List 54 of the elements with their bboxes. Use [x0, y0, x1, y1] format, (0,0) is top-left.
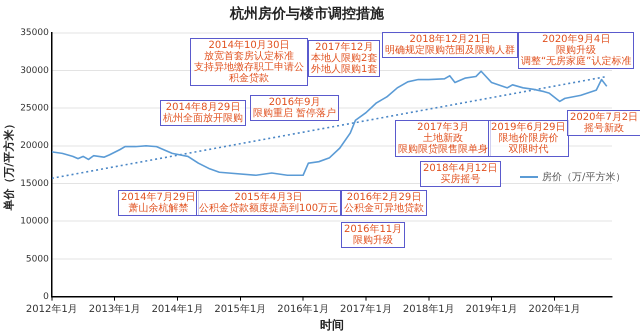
- annotation: 2014年8月29日: [166, 102, 242, 113]
- legend-label: 房价（万/平方米）: [542, 170, 626, 184]
- annotation: 2014年10月30日: [208, 40, 290, 51]
- annotation: 2015年4月3日: [234, 192, 304, 203]
- annotation: 2016年11月: [344, 224, 402, 235]
- y-axis-title: 单价（万/平方米）: [2, 118, 16, 212]
- annotation: 公积金贷款额度提高到100万元: [199, 203, 338, 214]
- x-tick-label: 2017年1月: [340, 303, 392, 316]
- annotation: 2014年7月29日: [121, 192, 196, 203]
- annotation: 2017年12月: [315, 42, 374, 53]
- x-axis-title: 时间: [320, 318, 344, 332]
- annotation: 杭州全面放开限购: [163, 113, 243, 124]
- annotation: 萧山余杭解禁: [127, 203, 190, 214]
- annotation: 2016年2月29日: [346, 192, 422, 203]
- annotation: 2020年9月4日: [541, 34, 612, 45]
- x-tick-label: 2016年1月: [277, 303, 330, 316]
- chart-title: 杭州房价与楼市调控措施: [229, 5, 385, 22]
- annotation: 买房摇号: [439, 174, 482, 185]
- x-tick-label: 2012年1月: [26, 303, 78, 316]
- y-tick-label: 30000: [20, 66, 50, 76]
- annotation: 2017年3月: [416, 122, 470, 133]
- annotation: 限购升级: [352, 235, 394, 246]
- y-tick-label: 15000: [20, 178, 50, 189]
- x-tick-label: 2014年1月: [152, 303, 204, 316]
- x-tick-label: 2015年1月: [214, 303, 266, 316]
- annotation: 调整“无房家庭”认定标准: [521, 56, 632, 67]
- annotation: 2020年7月2日: [570, 112, 638, 123]
- annotation: 限购升级: [556, 45, 598, 56]
- annotation: 公积金可异地贷款: [344, 203, 424, 214]
- annotation: 支持异地缴存职工申请公积金贷款: [193, 62, 305, 84]
- annotation: 2018年12月21日: [408, 34, 492, 45]
- annotation: 放宽首套房认定标准: [204, 51, 294, 62]
- annotation: 限购限贷限售限单身: [398, 144, 488, 155]
- y-tick-label: 5000: [26, 254, 50, 264]
- x-tick-label: 2018年1月: [402, 303, 455, 316]
- annotation: 2019年6月29日: [491, 122, 566, 133]
- annotation: 2018年4月12日: [423, 163, 498, 174]
- annotation: 土地新政: [422, 133, 464, 144]
- y-tick-label: 35000: [20, 28, 50, 38]
- x-tick-label: 2013年1月: [88, 303, 141, 316]
- x-tick-label: 2020年1月: [528, 303, 580, 316]
- x-tick-label: 2019年1月: [466, 303, 518, 316]
- y-tick-label: 0: [43, 292, 50, 302]
- annotation: 外地人限购1套: [311, 64, 378, 75]
- annotation: 本地人限购2套: [311, 53, 378, 64]
- annotation: 限地价限房价: [497, 133, 560, 144]
- y-tick-label: 25000: [20, 104, 50, 114]
- y-tick-label: 20000: [20, 141, 50, 152]
- annotation: 双限时代: [507, 144, 550, 155]
- y-tick-label: 10000: [20, 216, 50, 227]
- annotation: 限购重启 暂停落户: [253, 108, 336, 119]
- annotation: 2016年9月: [268, 97, 320, 108]
- annotation: 明确规定限购范围及限购人群: [385, 45, 515, 56]
- annotation: 摇号新政: [583, 123, 626, 134]
